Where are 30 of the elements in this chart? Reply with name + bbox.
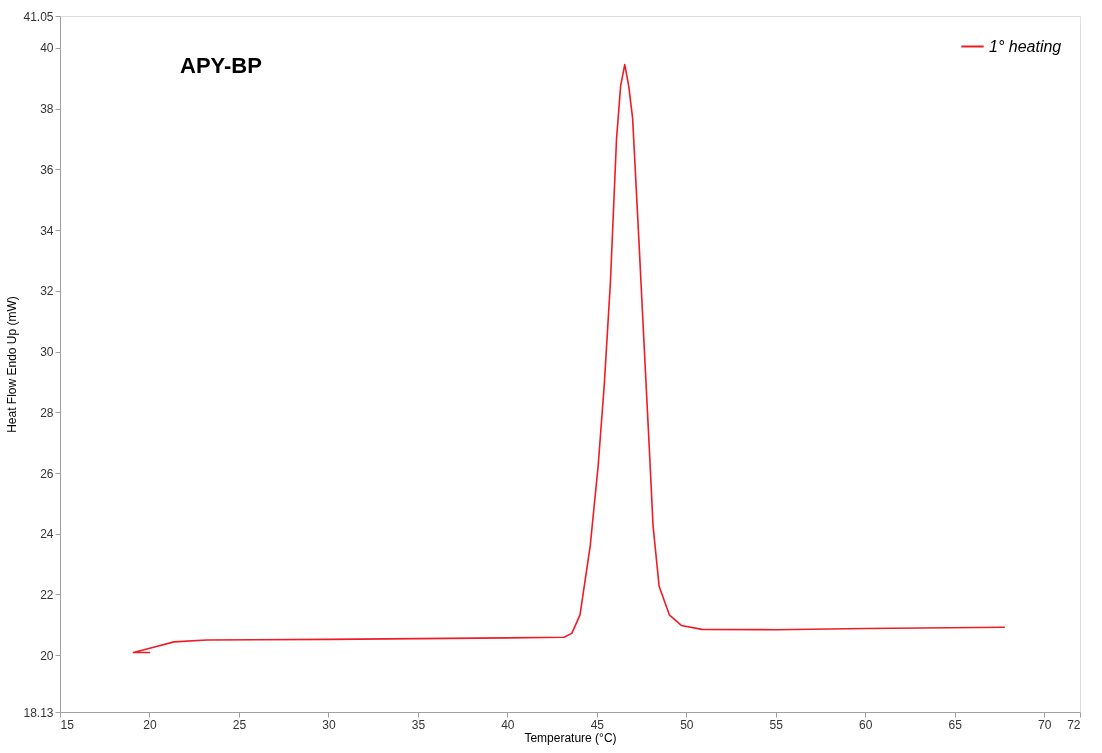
x-tick-label: 20	[143, 717, 157, 732]
y-tick-label: 34	[40, 223, 54, 238]
x-tick-label: 60	[859, 717, 873, 732]
x-tick-label: 65	[948, 717, 963, 732]
y-tick-label: 20	[40, 648, 54, 663]
x-tick-label: 40	[501, 717, 515, 732]
y-axis-title: Heat Flow Endo Up (mW)	[5, 296, 20, 433]
x-tick-label: 35	[411, 717, 426, 732]
y-tick-label: 28	[40, 405, 54, 420]
x-tick-label: 72	[1067, 717, 1081, 732]
y-tick-label: 40	[40, 41, 54, 56]
x-tick-label: 50	[680, 717, 694, 732]
y-tick-label: 41.05	[23, 9, 54, 24]
x-axis-title: Temperature (°C)	[524, 730, 617, 745]
x-tick-label: 70	[1038, 717, 1052, 732]
x-tick-label: 30	[322, 717, 336, 732]
y-tick-label: 30	[40, 345, 54, 360]
x-tick-label: 55	[769, 717, 784, 732]
x-tick-label: 45	[590, 717, 605, 732]
y-tick-label: 32	[40, 284, 54, 299]
text: APY-BP	[180, 53, 262, 78]
y-tick-label: 26	[40, 466, 54, 481]
legend-label: 1° heating	[989, 37, 1062, 55]
y-tick-label: 36	[40, 162, 54, 177]
x-tick-label: 15	[60, 717, 75, 732]
y-tick-label: 22	[40, 587, 54, 602]
x-tick-label: 25	[232, 717, 247, 732]
y-tick-label: 24	[40, 527, 54, 542]
y-tick-label: 38	[40, 102, 54, 117]
y-tick-label: 18.13	[23, 705, 54, 720]
